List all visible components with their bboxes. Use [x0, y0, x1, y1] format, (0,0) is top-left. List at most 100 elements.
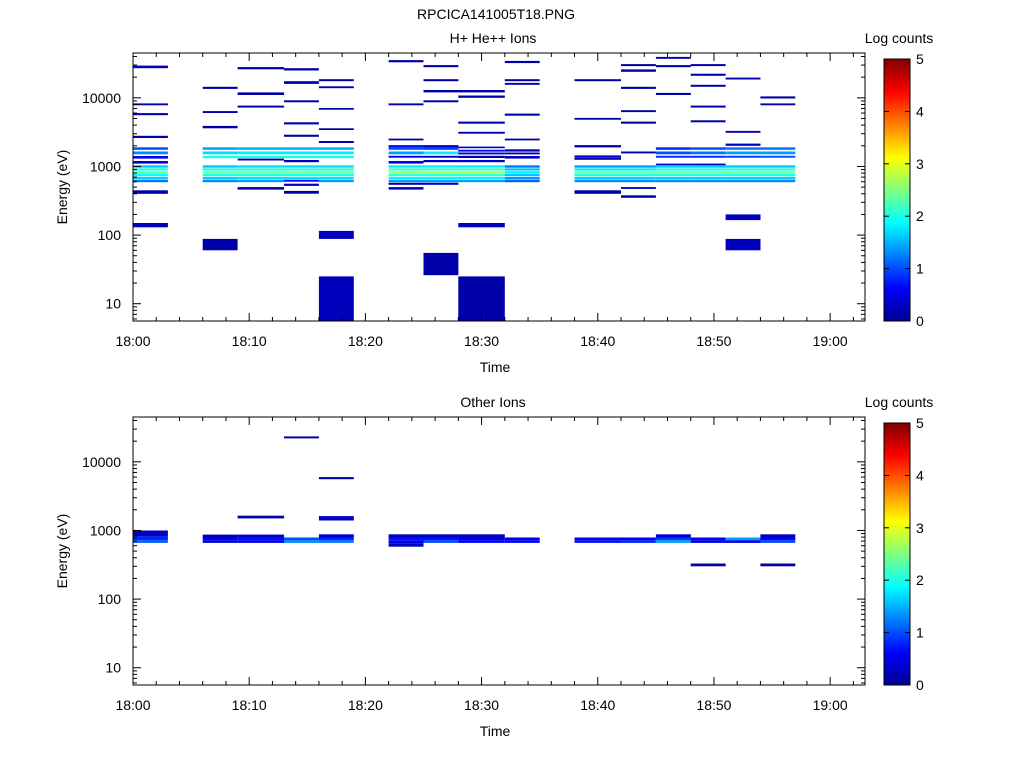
heatmap-cell — [621, 168, 656, 171]
heatmap-cell — [655, 147, 691, 150]
heatmap-cell — [423, 160, 459, 163]
heatmap-cell — [725, 147, 761, 150]
heatmap-cell — [423, 79, 459, 82]
heatmap-cell — [237, 155, 285, 159]
heatmap-cell — [725, 143, 761, 146]
heatmap-cell — [458, 155, 505, 158]
heatmap-cell — [423, 537, 459, 541]
y-tick-label: 10000 — [82, 454, 121, 470]
y-axis-label: Energy (eV) — [54, 514, 70, 589]
heatmap-cell — [760, 540, 796, 543]
heatmap-cell — [388, 103, 424, 106]
heatmap-cell — [574, 177, 621, 180]
heatmap-cell — [423, 179, 459, 183]
heatmap-cell — [388, 161, 424, 164]
heatmap-cell — [458, 534, 505, 538]
y-axis-label: Energy (eV) — [54, 150, 70, 225]
heatmap-cell — [202, 177, 238, 180]
heatmap-cell — [284, 151, 319, 155]
colorbar-tick-label: 4 — [916, 467, 924, 483]
x-tick-label: 18:30 — [464, 333, 499, 349]
heatmap-cell — [202, 171, 238, 174]
heatmap-cell — [133, 223, 168, 228]
heatmap-cell — [133, 530, 168, 537]
heatmap-cell — [690, 105, 726, 108]
y-tick-label: 10000 — [82, 90, 121, 106]
heatmap-cell — [133, 171, 168, 174]
heatmap-cell — [284, 122, 319, 125]
heatmap-cell — [655, 173, 691, 177]
heatmap-cell — [318, 128, 354, 130]
heatmap-cell — [690, 163, 726, 166]
heatmap-cell — [725, 171, 761, 174]
heatmap-cell — [237, 187, 285, 190]
heatmap-cell — [318, 179, 354, 183]
y-tick-label: 10 — [105, 660, 121, 676]
heatmap-cell — [423, 171, 459, 174]
heatmap-cell — [388, 151, 424, 155]
heatmap-cell — [388, 534, 424, 538]
heatmap-cell — [318, 86, 354, 89]
heatmap-cell — [202, 111, 238, 113]
heatmap-cell — [458, 168, 505, 171]
heatmap-cell — [725, 238, 761, 251]
heatmap-cell — [237, 540, 285, 543]
heatmap-cell — [202, 86, 238, 89]
heatmap-cell — [237, 158, 285, 161]
heatmap-cell — [760, 173, 796, 177]
heatmap-cell — [318, 147, 354, 150]
heatmap-cell — [725, 540, 761, 543]
x-tick-label: 18:40 — [580, 697, 615, 713]
heatmap-cell — [621, 171, 656, 174]
heatmap-cell — [237, 168, 285, 171]
x-tick-label: 18:50 — [696, 697, 731, 713]
heatmap-cell — [621, 187, 656, 189]
heatmap-cell — [621, 173, 656, 177]
heatmap-cell — [760, 168, 796, 171]
heatmap-cell — [133, 156, 168, 159]
heatmap-cell — [574, 165, 621, 168]
heatmap-cell — [318, 155, 354, 159]
heatmap-cell — [760, 177, 796, 180]
colorbar: 0 1 2 3 4 5 Log counts — [865, 394, 934, 693]
heatmap-cell — [423, 90, 459, 93]
heatmap-cell — [655, 179, 691, 183]
heatmap-cell — [202, 147, 238, 150]
heatmap-cell — [423, 165, 459, 168]
heatmap-cell — [458, 95, 505, 98]
heatmap-cell — [725, 177, 761, 180]
heatmap-cell — [388, 173, 424, 177]
heatmap-cell — [760, 155, 796, 158]
heatmap-cell — [504, 171, 540, 174]
heatmap-cells — [133, 56, 796, 321]
heatmap-cell — [237, 177, 285, 180]
heatmap-cell — [725, 77, 761, 80]
heatmap-cell — [504, 79, 540, 82]
heatmap-cell — [574, 540, 621, 543]
colorbar-tick-label: 1 — [916, 261, 924, 277]
heatmap-cell — [760, 179, 796, 183]
heatmap-cell — [202, 534, 238, 538]
heatmap-cell — [574, 157, 621, 160]
y-tick-label: 1000 — [90, 158, 121, 174]
heatmap-cell — [760, 151, 796, 155]
heatmap-cell — [133, 65, 168, 69]
heatmap-cell — [388, 147, 424, 150]
heatmap-cell — [621, 110, 656, 113]
heatmap-cell — [133, 177, 168, 180]
heatmap-cell — [423, 147, 459, 150]
heatmap-cell — [458, 152, 505, 155]
heatmap-cell — [388, 537, 424, 541]
heatmap-cell — [388, 138, 424, 141]
heatmap-cell — [621, 69, 656, 72]
heatmap-cell — [423, 173, 459, 177]
heatmap-cell — [504, 177, 540, 180]
heatmap-cell — [725, 179, 761, 183]
heatmap-cell — [621, 165, 656, 168]
colorbar-gradient — [883, 422, 911, 686]
heatmap-cell — [318, 173, 354, 177]
heatmap-cell — [202, 173, 238, 177]
heatmap-cell — [133, 165, 168, 168]
x-axis: 18:00 18:10 18:20 18:30 18:40 18:50 19:00 Time — [115, 53, 854, 375]
